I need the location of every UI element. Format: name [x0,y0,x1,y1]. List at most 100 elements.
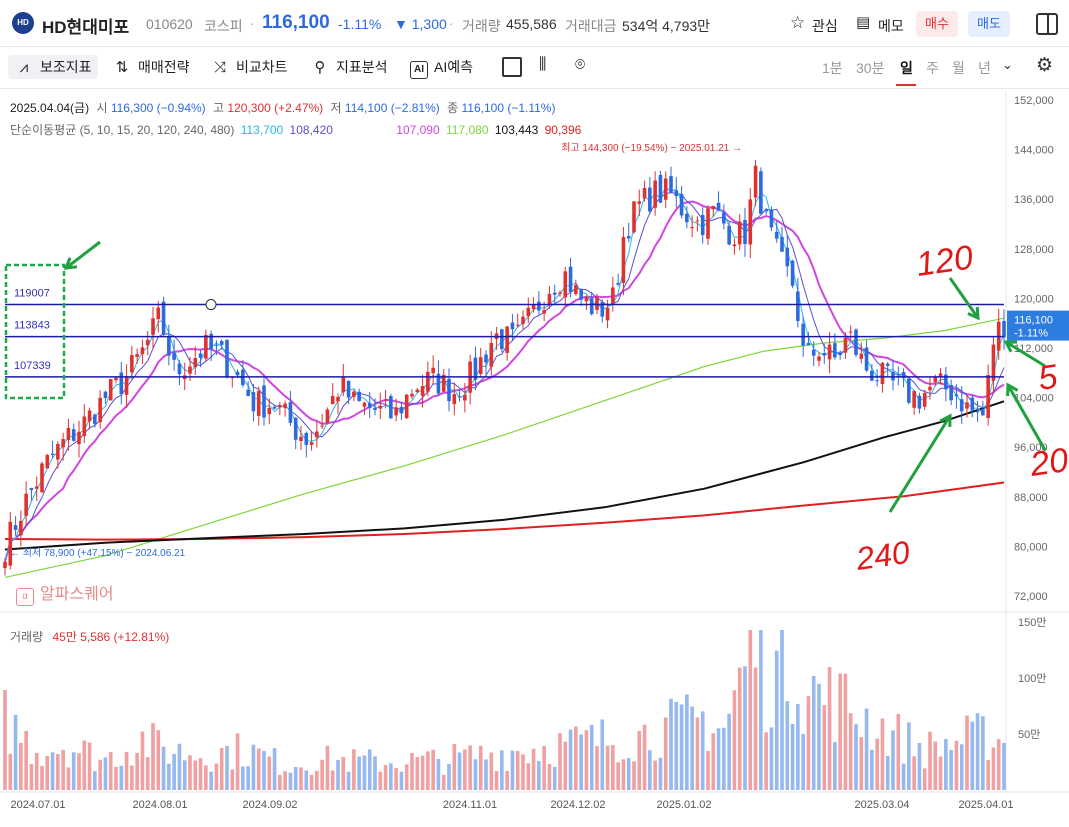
period-month[interactable]: 월 [952,60,965,76]
volume-bar [172,753,176,790]
period-30min[interactable]: 30분 [856,60,885,76]
camera-icon[interactable]: ⌾ [575,55,586,74]
star-icon[interactable]: ☆ [790,13,806,32]
period-day[interactable]: 일 [900,60,913,76]
period-year[interactable]: 년 [978,60,991,76]
volume-bar [817,683,821,790]
candle-icon[interactable]: ⫼ [539,56,547,73]
volume-bar [71,752,76,790]
volume-bar [182,760,187,790]
period-week[interactable]: 주 [926,60,939,76]
volume-bar [732,690,737,790]
volume-bar [801,733,805,790]
volume-bar [1002,742,1006,790]
volume-bar [156,730,161,790]
period-1min[interactable]: 1분 [822,60,843,76]
candle [452,394,457,405]
level-label: 107339 [14,360,51,372]
stock-name[interactable]: HD현대미포 [42,18,130,37]
candle [552,292,557,295]
volume-bar [8,753,13,790]
volume-bar [584,730,589,790]
candle [315,431,319,438]
candle [584,296,589,302]
y-tick-label: 72,000 [1014,591,1048,603]
candle [404,394,409,419]
period-selected-indicator [896,84,916,86]
volume-bar [843,673,848,790]
volume-bar [426,751,430,790]
x-tick-label: 2025.01.02 [656,799,711,811]
volume-label: 거래량 [462,18,501,34]
candle [309,442,314,445]
strategy-button[interactable]: ⇅ 매매전략 [112,55,190,79]
candle [177,363,182,375]
volume-bar [478,745,483,790]
candle [774,231,779,239]
candle [399,406,404,414]
candle [632,201,636,233]
candle [521,316,525,324]
volume-bar [568,729,573,790]
panel-toggle-icon[interactable] [1036,13,1058,35]
square-tool-icon[interactable] [502,57,522,77]
ma-240-value: 103,443 [494,123,539,137]
candle [875,380,879,382]
y-tick-label: 152,000 [1014,95,1054,107]
candle [933,377,938,383]
market-name: 코스피 [204,18,243,34]
volume-bar [473,759,478,790]
volume-bar [272,748,277,790]
ai-predict-button[interactable]: AI AI예측 [410,55,473,79]
volume-bar [975,713,980,790]
volume-bar [336,759,340,790]
watch-button[interactable]: 관심 [812,18,838,34]
candle [378,405,383,409]
level-label: 119007 [14,288,50,300]
volume-bar [204,765,208,790]
candle [193,358,198,368]
volume-bar [822,705,827,790]
analysis-button[interactable]: ⚲ 지표분석 [310,55,388,79]
chevron-down-icon[interactable]: ⌄ [1002,57,1013,72]
candle [140,347,145,355]
gear-icon[interactable]: ⚙ [1036,55,1054,76]
candle [77,431,81,445]
volume-bar [431,749,435,790]
sell-button[interactable]: 매도 [968,11,1010,37]
candle [484,354,488,363]
green-arrow [888,415,952,513]
volume-bar [996,739,1001,790]
volume-bar [34,752,39,790]
candle [246,389,250,396]
volume-bar [346,771,351,790]
volume-bar [833,742,837,790]
indicators-button[interactable]: ⩘ 보조지표 [8,55,98,79]
candle [114,377,118,381]
candle [880,362,885,385]
volume-bar [595,746,599,790]
x-tick-label: 2024.08.01 [132,799,187,811]
candle [827,344,832,360]
indicator-icon: ⩘ [19,59,29,76]
buy-button[interactable]: 매수 [916,11,958,37]
close-label: 종 [447,101,459,115]
volume-bar [235,733,240,790]
candle [182,375,187,380]
candle [595,297,599,310]
x-tick-label: 2024.12.02 [550,799,605,811]
high-label: 고 [213,101,225,115]
candle [531,304,536,310]
volume-bar [854,724,858,790]
volume-bar [410,753,414,790]
candle [579,289,583,300]
memo-button[interactable]: 메모 [878,18,904,34]
volume-bar [827,666,832,790]
high-value: 120,300 (+2.47%) [227,101,324,115]
candle [357,391,361,402]
memo-icon[interactable]: ▤ [856,14,871,31]
handwritten-label: 240 [853,534,912,577]
volume-bar [991,747,996,790]
y-tick-label: 96,000 [1014,442,1048,454]
compare-button[interactable]: ⤨ 비교차트 [210,55,288,79]
